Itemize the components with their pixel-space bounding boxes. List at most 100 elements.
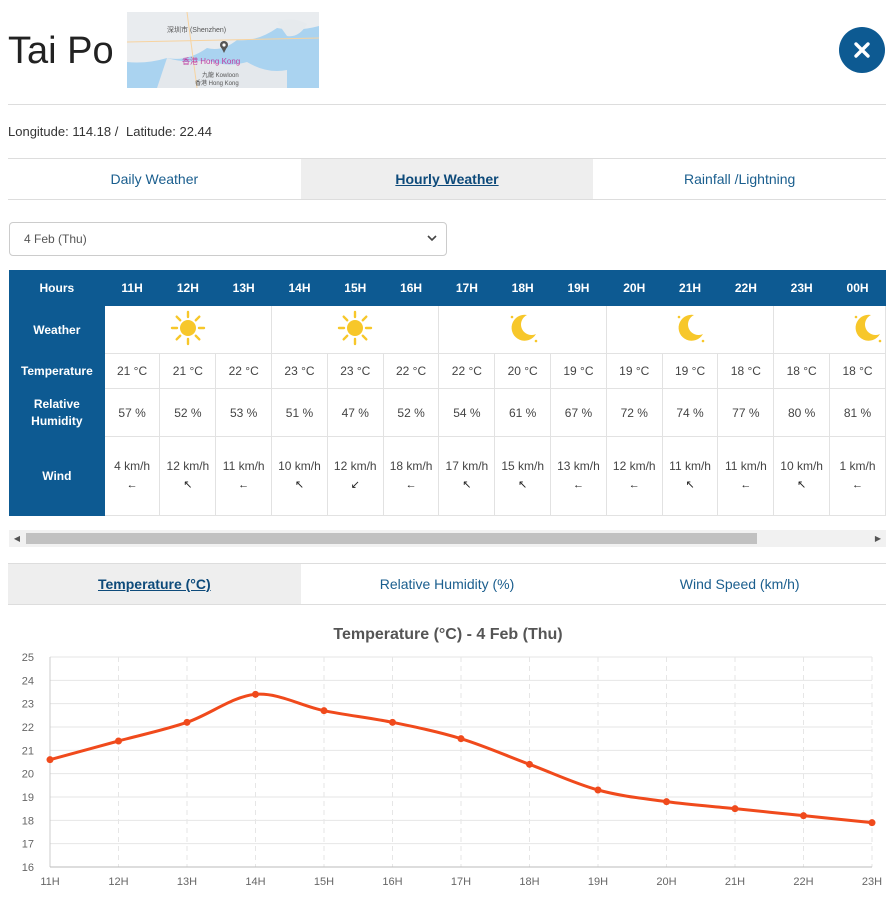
hour-header: 23H bbox=[773, 270, 831, 306]
scroll-right-arrow-icon[interactable]: ▶ bbox=[874, 534, 882, 543]
humidity-cell: 53 % bbox=[215, 388, 273, 437]
tab-wind-chart[interactable]: Wind Speed (km/h) bbox=[679, 576, 800, 592]
tab-daily-weather[interactable]: Daily Weather bbox=[110, 171, 199, 187]
x-tick-label: 11H bbox=[40, 876, 59, 888]
y-tick-label: 23 bbox=[22, 699, 34, 711]
wind-speed: 13 km/h bbox=[557, 459, 600, 473]
map-pin-icon bbox=[220, 41, 228, 53]
wind-direction-arrow-icon: ↖ bbox=[685, 479, 695, 491]
wind-speed: 10 km/h bbox=[780, 459, 823, 473]
humidity-cell: 52 % bbox=[159, 388, 217, 437]
humidity-cell: 81 % bbox=[829, 388, 886, 437]
wind-speed: 18 km/h bbox=[389, 459, 433, 473]
row-header-hours: Hours bbox=[9, 270, 105, 306]
page-title: Tai Po bbox=[8, 30, 114, 72]
temperature-data-point bbox=[252, 690, 259, 698]
y-tick-label: 19 bbox=[22, 792, 34, 804]
row-header-humidity: Relative Humidity bbox=[9, 388, 105, 437]
moon-icon bbox=[677, 314, 705, 343]
location-map[interactable]: 深圳市 (Shenzhen) 香港 Hong Kong 九龍 Kowloon 香… bbox=[127, 12, 319, 88]
humidity-cell: 77 % bbox=[717, 388, 775, 437]
temperature-cell: 19 °C bbox=[550, 353, 607, 389]
wind-speed: 11 km/h bbox=[222, 459, 265, 473]
x-tick-label: 14H bbox=[245, 876, 265, 888]
wind-direction-arrow-icon: ↖ bbox=[797, 479, 807, 491]
wind-cell: 11 km/h ← bbox=[717, 436, 775, 516]
wind-cell: 1 km/h ← bbox=[829, 436, 886, 516]
hour-header: 13H bbox=[215, 270, 273, 306]
longitude-label: Longitude: 114.18 / bbox=[8, 124, 119, 139]
x-tick-label: 16H bbox=[382, 876, 402, 888]
scroll-left-arrow-icon[interactable]: ◀ bbox=[13, 534, 21, 543]
tab-hourly-weather[interactable]: Hourly Weather bbox=[300, 159, 594, 199]
wind-speed: 11 km/h bbox=[724, 459, 767, 473]
hourly-table-container[interactable]: Hours 11H 12H 13H 14H 15H 16H 17H 18H 19H 20H 21H 2… bbox=[9, 270, 886, 516]
hour-header: 17H bbox=[438, 270, 496, 306]
wind-direction-arrow-icon: ↖ bbox=[183, 479, 193, 491]
weather-cell bbox=[271, 305, 440, 354]
y-tick-label: 22 bbox=[22, 722, 34, 734]
wind-cell: 4 km/h ← bbox=[103, 436, 161, 516]
x-tick-label: 17H bbox=[451, 876, 471, 888]
temperature-data-point bbox=[115, 737, 122, 745]
humidity-cell: 80 % bbox=[773, 388, 831, 437]
x-tick-label: 15H bbox=[314, 876, 334, 888]
hour-header: 14H bbox=[271, 270, 328, 306]
row-header-wind: Wind bbox=[9, 436, 105, 516]
tab-humidity-chart[interactable]: Relative Humidity (%) bbox=[379, 576, 515, 592]
y-tick-label: 16 bbox=[22, 862, 34, 874]
y-tick-label: 20 bbox=[22, 769, 34, 781]
temperature-cell: 18 °C bbox=[717, 353, 775, 389]
wind-direction-arrow-icon: ↖ bbox=[462, 479, 472, 491]
wind-speed: 12 km/h bbox=[612, 459, 656, 473]
hour-header: 18H bbox=[494, 270, 552, 306]
wind-direction-arrow-icon: ↖ bbox=[518, 479, 528, 491]
tab-rainfall-lightning[interactable]: Rainfall /Lightning bbox=[684, 171, 796, 187]
close-button[interactable] bbox=[839, 27, 885, 73]
temperature-cell: 19 °C bbox=[661, 353, 719, 389]
wind-cell: 11 km/h ↖ bbox=[661, 436, 719, 516]
temperature-data-point bbox=[457, 735, 465, 743]
coordinates: Longitude: 114.18 / Latitude: 22.44 bbox=[8, 124, 216, 139]
date-select-value: 4 Feb (Thu) bbox=[24, 232, 87, 246]
temperature-data-point bbox=[526, 760, 533, 768]
temperature-cell: 23 °C bbox=[271, 353, 328, 389]
x-tick-label: 23H bbox=[862, 876, 882, 888]
table-scrollbar[interactable]: ◀ ▶ bbox=[9, 530, 886, 547]
hour-header: 00H bbox=[829, 270, 886, 306]
map-label: 香港 Hong Kong bbox=[195, 79, 239, 87]
humidity-cell: 47 % bbox=[326, 388, 384, 437]
wind-direction-arrow-icon: ← bbox=[740, 479, 752, 491]
weather-cell bbox=[103, 305, 273, 354]
hour-header: 11H bbox=[103, 270, 161, 306]
temperature-cell: 18 °C bbox=[773, 353, 831, 389]
humidity-cell: 54 % bbox=[438, 388, 496, 437]
x-tick-label: 20H bbox=[656, 876, 676, 888]
temperature-cell: 22 °C bbox=[382, 353, 440, 389]
tab-temperature-chart[interactable]: Temperature (°C) bbox=[8, 564, 301, 604]
wind-cell: 10 km/h ↖ bbox=[271, 436, 328, 516]
scrollbar-thumb[interactable] bbox=[26, 533, 757, 544]
date-select[interactable]: 4 Feb (Thu) bbox=[9, 222, 447, 256]
humidity-cell: 51 % bbox=[271, 388, 328, 437]
main-tabs: Daily Weather Hourly Weather Rainfall /L… bbox=[8, 158, 886, 200]
x-tick-label: 13H bbox=[177, 876, 197, 888]
hour-header: 16H bbox=[382, 270, 440, 306]
temperature-cell: 18 °C bbox=[829, 353, 886, 389]
temperature-cell: 20 °C bbox=[494, 353, 552, 389]
x-tick-label: 22H bbox=[793, 876, 813, 888]
y-tick-label: 25 bbox=[22, 652, 34, 664]
temperature-data-point bbox=[183, 718, 191, 726]
x-tick-label: 12H bbox=[108, 876, 128, 888]
wind-direction-arrow-icon: ← bbox=[628, 479, 640, 491]
wind-speed: 15 km/h bbox=[501, 459, 544, 473]
hourly-table: Hours 11H 12H 13H 14H 15H 16H 17H 18H 19H 20H 21H 2… bbox=[9, 270, 886, 516]
wind-cell: 17 km/h ↖ bbox=[438, 436, 496, 516]
weather-cell bbox=[773, 305, 886, 354]
map-label: 九龍 Kowloon bbox=[202, 71, 239, 79]
wind-direction-arrow-icon: ← bbox=[126, 479, 138, 491]
temperature-cell: 23 °C bbox=[326, 353, 384, 389]
y-tick-label: 17 bbox=[22, 839, 34, 851]
y-tick-label: 24 bbox=[22, 675, 34, 687]
temperature-data-point bbox=[320, 707, 328, 715]
